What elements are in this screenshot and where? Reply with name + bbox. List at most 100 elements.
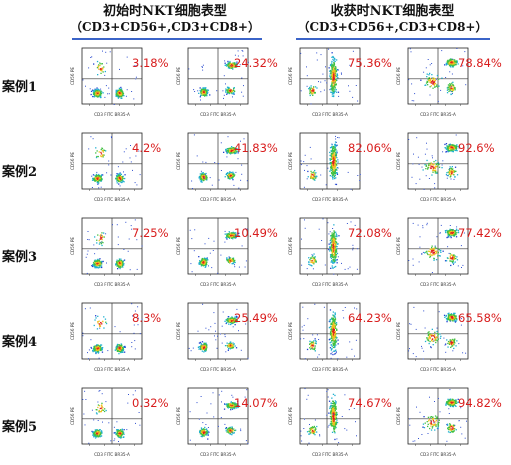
event-dot [329,75,331,77]
event-dot [87,239,89,240]
event-dot [333,175,335,177]
event-dot [313,257,316,259]
event-dot [332,176,334,178]
event-dot [223,94,225,96]
percentage-label: 92.6% [458,141,495,155]
event-dot [340,72,342,74]
event-dot [93,179,96,181]
event-dot [330,166,332,168]
event-dot [332,346,335,349]
event-dot [233,64,235,66]
event-dot [235,171,237,173]
event-dot [310,260,312,262]
x-axis-label: CD3 FITC BR35-A [312,282,348,287]
event-dot [334,260,336,262]
event-dot [446,236,448,239]
event-dot [205,349,207,351]
event-dot [336,262,338,264]
event-dot [232,257,235,260]
event-dot [96,175,98,177]
event-dot [434,80,436,82]
event-dot [359,148,361,150]
event-dot [241,245,243,247]
event-dot [92,348,95,350]
event-dot [202,265,204,267]
event-dot [335,67,337,69]
event-dot [332,74,334,76]
event-dot [454,257,456,260]
y-axis-label: CD56 PE [396,152,401,170]
event-dot [201,345,203,347]
event-dot [198,348,200,350]
event-dot [87,250,89,252]
event-dot [451,61,453,64]
event-dot [449,90,451,92]
event-dot [227,67,230,69]
event-dot [96,150,98,152]
event-dot [311,87,314,90]
event-dot [332,249,334,251]
event-dot [421,253,423,255]
event-dot [329,249,332,251]
event-dot [96,178,98,180]
event-dot [312,176,314,178]
event-dot [445,147,447,149]
event-dot [329,170,331,172]
event-dot [329,175,331,177]
event-dot [120,261,122,263]
event-dot [122,177,124,179]
y-axis-label: CD56 PE [288,67,293,85]
event-dot [333,70,335,72]
event-dot [311,256,313,258]
event-dot [122,161,124,163]
event-dot [231,347,233,349]
event-dot [461,267,462,268]
event-dot [330,353,332,355]
event-dot [205,265,207,267]
event-dot [451,58,453,61]
event-dot [100,155,102,157]
event-dot [223,75,225,77]
event-dot [336,59,338,61]
event-dot [453,62,455,64]
event-dot [332,240,335,242]
event-dot [451,233,454,236]
event-dot [312,89,314,91]
event-dot [309,259,311,261]
event-dot [430,254,432,256]
harvest-header-title: 收获时NKT细胞表型 [330,4,455,19]
event-dot [201,94,203,96]
event-dot [333,233,336,235]
event-dot [330,328,332,330]
event-dot [447,246,449,248]
event-dot [450,58,452,60]
event-dot [331,243,334,245]
event-dot [445,173,448,176]
event-dot [318,339,320,340]
event-dot [332,250,335,252]
event-dot [240,179,242,181]
event-dot [95,152,97,154]
event-dot [93,345,95,348]
event-dot [346,223,348,224]
event-dot [115,347,117,350]
event-dot [99,324,101,326]
event-dot [132,169,133,171]
event-dot [230,320,232,323]
y-axis-label: CD56 PE [288,237,293,255]
event-dot [450,64,452,66]
event-dot [335,78,337,80]
event-dot [104,70,106,73]
event-dot [332,156,334,159]
event-dot [331,327,334,329]
event-dot [444,64,446,66]
event-dot [115,89,117,91]
event-dot [226,321,228,324]
event-dot [456,60,458,63]
event-dot [118,345,120,348]
event-dot [247,357,249,359]
event-dot [116,92,118,94]
event-dot [133,98,135,100]
event-dot [100,72,102,74]
event-dot [231,234,233,237]
